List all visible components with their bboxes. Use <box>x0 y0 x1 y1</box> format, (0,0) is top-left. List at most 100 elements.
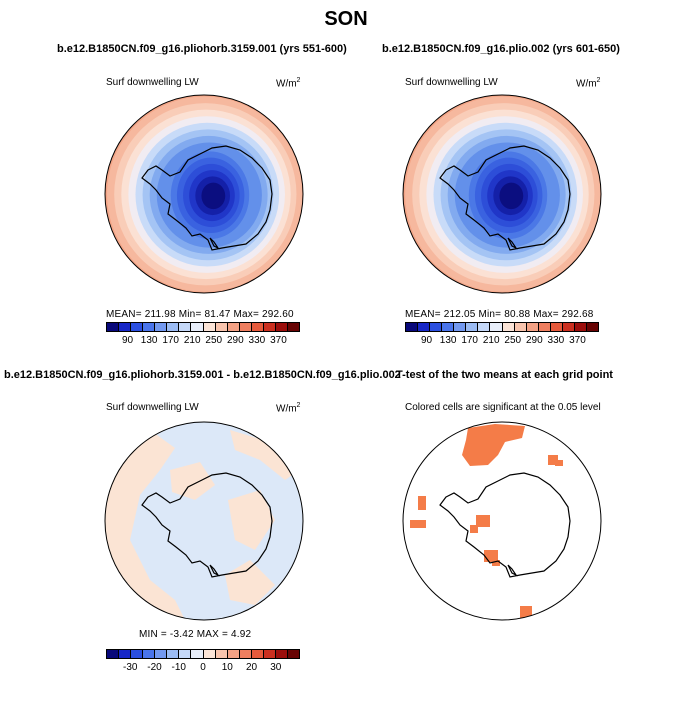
colorbar-swatch <box>107 650 120 658</box>
coastline-bottom-right <box>439 472 571 578</box>
panel-title-bottom-left: b.e12.B1850CN.f09_g16.pliohorb.3159.001 … <box>4 369 401 381</box>
colorbar-swatch <box>287 650 299 658</box>
colorbar-tick-label: 20 <box>245 662 258 673</box>
panel-title-top-right: b.e12.B1850CN.f09_g16.plio.002 (yrs 601-… <box>382 43 620 55</box>
filled-contours-bottom-left <box>105 422 303 620</box>
colorbar-tick-label: 330 <box>248 335 266 346</box>
colorbar-swatch <box>514 323 527 331</box>
colorbar-swatch <box>275 323 288 331</box>
map-boundary-top-right <box>402 94 602 294</box>
colorbar-tick-label: 330 <box>547 335 565 346</box>
colorbar-swatch <box>191 323 204 331</box>
colorbar-tick-label: 290 <box>525 335 543 346</box>
colorbar-swatch <box>215 650 228 658</box>
colorbar-tick-label: 250 <box>205 335 223 346</box>
significance-note: Colored cells are significant at the 0.0… <box>405 402 601 413</box>
colorbar-swatch <box>143 323 156 331</box>
colorbar-swatch <box>179 323 192 331</box>
colorbar-tick-label: 250 <box>504 335 522 346</box>
units-label-top-left: W/m2 <box>276 77 301 90</box>
colorbar-swatch <box>239 650 252 658</box>
colorbar-swatch <box>287 323 299 331</box>
colorbar-swatch <box>239 323 252 331</box>
variable-label-top-left: Surf downwelling LW <box>106 77 199 88</box>
colorbar-tick-label: 90 <box>121 335 134 346</box>
colorbar-swatch <box>418 323 431 331</box>
colorbar-swatch <box>538 323 551 331</box>
colorbar-top-right <box>405 322 599 332</box>
colorbar-swatch <box>155 650 168 658</box>
colorbar-swatch <box>203 323 216 331</box>
colorbar-tick-label: 30 <box>270 662 282 673</box>
colorbar-swatch <box>167 323 180 331</box>
colorbar-tick-label: -10 <box>171 662 186 673</box>
colorbar-swatch <box>107 323 120 331</box>
colorbar-swatch <box>251 323 264 331</box>
colorbar-swatch <box>131 323 144 331</box>
colorbar-top-left <box>106 322 300 332</box>
colorbar-tick-label: 210 <box>183 335 201 346</box>
colorbar-tick-label: 0 <box>200 662 206 673</box>
colorbar-swatch <box>263 323 276 331</box>
colorbar-swatch <box>155 323 168 331</box>
variable-label-top-right: Surf downwelling LW <box>405 77 498 88</box>
colorbar-swatch <box>263 650 276 658</box>
colorbar-tick-label: 90 <box>420 335 433 346</box>
colorbar-swatch <box>550 323 563 331</box>
colorbar-tick-label: -20 <box>147 662 162 673</box>
map-boundary-bottom-left <box>104 421 304 621</box>
filled-contours-top-right <box>403 95 601 293</box>
colorbar-swatch <box>203 650 216 658</box>
colorbar-swatch <box>490 323 503 331</box>
colorbar-swatch <box>526 323 539 331</box>
colorbar-swatch <box>430 323 443 331</box>
colorbar-tick-label: 370 <box>569 335 586 346</box>
contour-band <box>499 182 524 210</box>
colorbar-swatch <box>454 323 467 331</box>
filled-contours-top-left <box>105 95 303 293</box>
variable-label-bottom-left: Surf downwelling LW <box>106 402 199 413</box>
map-boundary-bottom-right <box>402 421 602 621</box>
panel-title-bottom-right: T-test of the two means at each grid poi… <box>396 369 613 381</box>
colorbar-tick-label: 170 <box>162 335 179 346</box>
colorbar-swatch <box>119 650 132 658</box>
colorbar-swatch <box>119 323 132 331</box>
colorbar-tick-label: 10 <box>221 662 233 673</box>
colorbar-tick-label: -30 <box>123 662 138 673</box>
colorbar-swatch <box>131 650 144 658</box>
significant-region <box>462 424 525 466</box>
colorbar-swatch <box>466 323 479 331</box>
units-label-bottom-left: W/m2 <box>276 402 301 415</box>
colorbar-swatch <box>442 323 455 331</box>
colorbar-swatch <box>406 323 419 331</box>
colorbar-swatch <box>227 650 240 658</box>
colorbar-swatch <box>167 650 180 658</box>
colorbar-bottom-left <box>106 649 300 659</box>
map-boundary-top-left <box>104 94 304 294</box>
stats-bottom-left: MIN = -3.42 MAX = 4.92 <box>139 629 252 640</box>
significant-cells <box>410 424 563 618</box>
panel-title-top-left: b.e12.B1850CN.f09_g16.pliohorb.3159.001 … <box>57 43 347 55</box>
diff-field-positive <box>105 430 185 620</box>
colorbar-swatch <box>191 650 204 658</box>
colorbar-tick-label: 210 <box>482 335 500 346</box>
colorbar-swatch <box>251 650 264 658</box>
colorbar-tick-label: 130 <box>439 335 457 346</box>
colorbar-swatch <box>143 650 156 658</box>
colorbar-swatch <box>227 323 240 331</box>
colorbar-tick-label: 170 <box>461 335 478 346</box>
colorbar-swatch <box>502 323 515 331</box>
colorbar-swatch <box>275 650 288 658</box>
colorbar-swatch <box>562 323 575 331</box>
colorbar-tick-label: 290 <box>226 335 244 346</box>
colorbar-swatch <box>215 323 228 331</box>
contour-band <box>201 182 226 210</box>
stats-top-right: MEAN= 212.05 Min= 80.88 Max= 292.68 <box>405 309 594 320</box>
units-label-top-right: W/m2 <box>576 77 601 90</box>
colorbar-swatch <box>586 323 598 331</box>
colorbar-swatch <box>179 650 192 658</box>
